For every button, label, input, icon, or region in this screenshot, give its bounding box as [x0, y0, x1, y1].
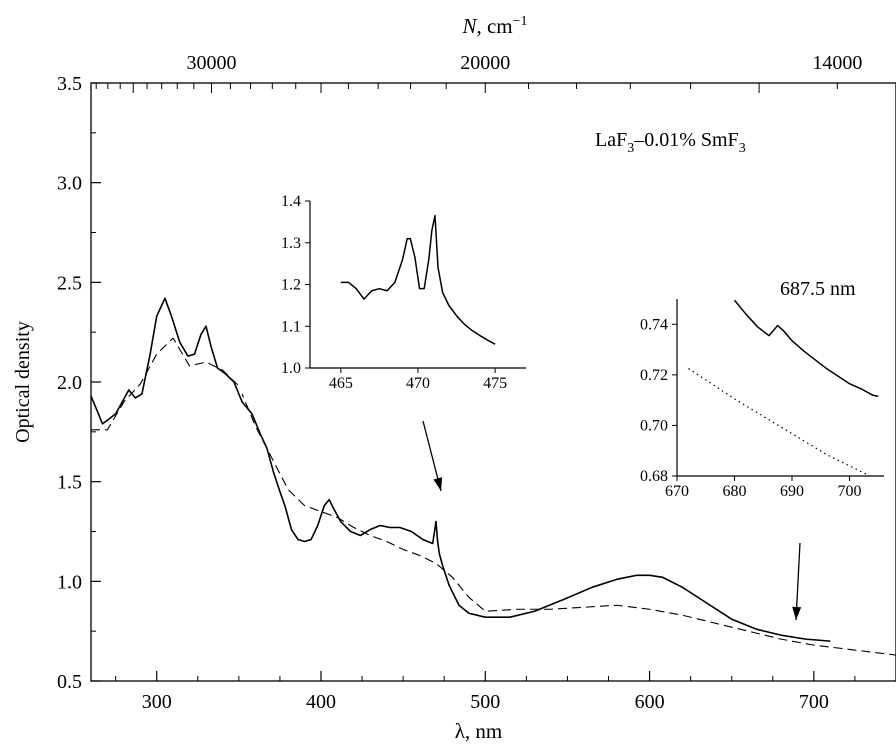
- arrow-to-688nm-head: [792, 606, 802, 620]
- sample-annotation-mid: –0.01% SmF: [633, 129, 738, 151]
- top-tick-label: 20000: [460, 52, 510, 74]
- inset-x-tick-label: 470: [406, 375, 430, 392]
- main-series-solid: [91, 297, 831, 642]
- inset-y-tick-label: 0.68: [640, 468, 668, 485]
- inset-y-tick-label: 0.70: [640, 417, 668, 434]
- top-axis-label-symbol: N: [461, 14, 477, 38]
- y-tick-label: 1.0: [57, 571, 82, 593]
- x-axis-label-unit: , nm: [465, 719, 502, 743]
- sample-annotation: LaF3–0.01% SmF3: [595, 129, 746, 156]
- x-tick-label: 700: [799, 691, 829, 713]
- inset-x-tick-label: 465: [329, 375, 353, 392]
- inset-left-plot: 1.0 1.1 1.2 1.3 1.4 465 470 475: [240, 193, 532, 394]
- inset-y-tick-label: 1.1: [281, 318, 301, 335]
- inset-x-tick-label: 475: [483, 375, 507, 392]
- inset-y-tick-label: 0.74: [640, 316, 668, 333]
- inset-y-tick-label: 1.3: [281, 235, 301, 252]
- sample-annotation-sub: 3: [739, 141, 746, 156]
- sample-annotation-sub: 3: [627, 141, 634, 156]
- inset-right-plot: 0.68 0.70 0.72 0.74 670 680 690 700 687.5 nm: [607, 278, 890, 502]
- y-tick-label: 1.5: [57, 472, 82, 494]
- inset-x-tick-label: 700: [838, 483, 862, 500]
- x-axis-label-symbol: λ: [455, 719, 466, 743]
- y-tick-label: 3.0: [57, 173, 82, 195]
- inset-background: [240, 195, 532, 394]
- sample-annotation-base: LaF: [595, 129, 627, 151]
- inset-y-tick-label: 0.72: [640, 367, 668, 384]
- x-tick-label: 300: [142, 691, 172, 713]
- top-axis-label-unit: , cm: [476, 14, 512, 38]
- inset-y-tick-label: 1.2: [281, 277, 301, 294]
- top-tick-label: 14000: [812, 52, 862, 74]
- y-axis-label: Optical density: [12, 321, 34, 443]
- top-tick-label: 30000: [186, 52, 236, 74]
- inset-x-tick-label: 670: [665, 483, 689, 500]
- top-axis-label-exponent: −1: [513, 14, 528, 29]
- inset-series-solid: [340, 214, 496, 345]
- arrow-to-470nm-head: [433, 477, 443, 491]
- main-plot: 0.5 1.0 1.5 2.0 2.5 3.0 3.5 300 400 500 600 700 3000…: [12, 14, 896, 743]
- arrows: [422, 420, 802, 621]
- x-tick-label: 500: [470, 691, 500, 713]
- inset-background: [607, 293, 890, 502]
- inset-y-tick-label: 1.0: [281, 360, 301, 377]
- y-tick-label: 2.0: [57, 372, 82, 394]
- peak-annotation: 687.5 nm: [780, 278, 856, 300]
- y-tick-label: 0.5: [57, 671, 82, 693]
- x-tick-label: 400: [306, 691, 336, 713]
- top-axis-label: N, cm−1: [461, 14, 527, 38]
- y-tick-label: 2.5: [57, 272, 82, 294]
- inset-x-tick-label: 680: [723, 483, 747, 500]
- y-tick-label: 3.5: [57, 73, 82, 95]
- x-axis-label: λ, nm: [455, 719, 503, 743]
- inset-y-tick-label: 1.4: [281, 193, 301, 210]
- inset-series-solid: [733, 299, 879, 398]
- inset-x-tick-label: 690: [780, 483, 804, 500]
- x-tick-label: 600: [635, 691, 665, 713]
